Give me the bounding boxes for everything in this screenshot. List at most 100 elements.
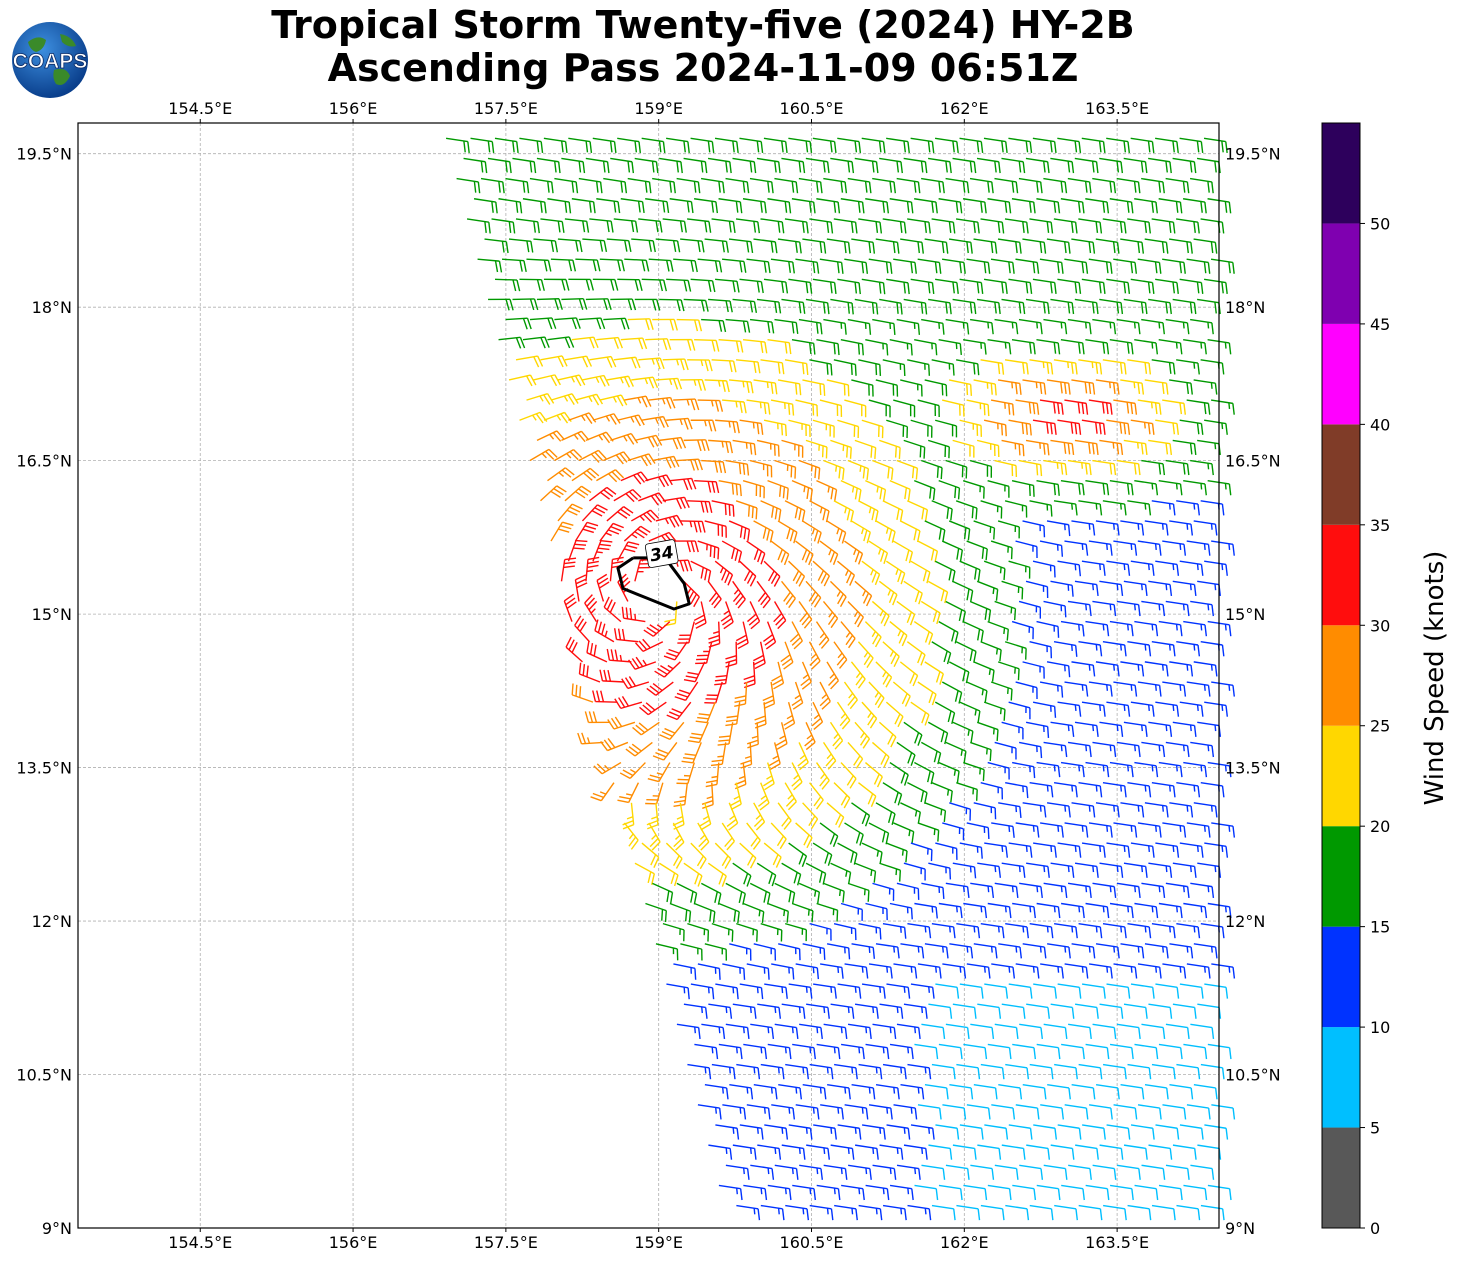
wind-barb (720, 601, 734, 630)
wind-barb (1176, 922, 1201, 939)
wind-barb (1061, 1043, 1085, 1060)
wind-barb (893, 399, 916, 418)
wind-barb (844, 1104, 869, 1120)
wind-barb (1068, 1164, 1092, 1180)
wind-barb (1067, 741, 1092, 758)
wind-barb (687, 1063, 712, 1080)
wind-barb (1057, 560, 1082, 577)
wind-barb (781, 1144, 806, 1160)
wind-barb (928, 1003, 953, 1019)
wind-barb (1130, 842, 1155, 858)
wind-barb (896, 177, 921, 194)
wind-barb (868, 540, 889, 565)
wind-barb (676, 762, 695, 785)
wind-barb (1008, 278, 1033, 294)
wind-barb (715, 1124, 740, 1140)
wind-barb (879, 1144, 904, 1160)
wind-barb (613, 628, 639, 643)
wind-barb (683, 1003, 708, 1019)
wind-barb (921, 882, 945, 899)
wind-barb (1078, 218, 1103, 234)
wind-barb (847, 318, 872, 335)
wind-barb (1116, 318, 1141, 335)
wind-barb (774, 459, 797, 479)
wind-barb (1022, 802, 1047, 818)
wind-barb (942, 258, 966, 274)
wind-barb (1134, 761, 1159, 778)
wind-barb (963, 902, 988, 919)
wind-barb (1025, 721, 1050, 739)
wind-barb (1155, 560, 1180, 576)
wind-barb (1158, 198, 1183, 214)
wind-barb (725, 1164, 750, 1180)
wind-barb (962, 479, 985, 499)
title-line-1: Tropical Storm Twenty-five (2024) HY-2B (271, 3, 1135, 47)
wind-barb (1211, 822, 1236, 838)
wind-barb (687, 500, 713, 513)
wind-barb (850, 661, 866, 689)
wind-barb (564, 485, 592, 502)
wind-barb (704, 943, 728, 961)
wind-barb (871, 741, 890, 768)
wind-barb (1004, 218, 1029, 234)
wind-barb (791, 480, 813, 501)
wind-barb (603, 177, 628, 194)
wind-barb (673, 398, 700, 411)
wind-barb (970, 1164, 995, 1180)
wind-barb (861, 842, 883, 864)
wind-barb (763, 137, 788, 154)
wind-barb (830, 298, 854, 315)
wind-barb (1151, 500, 1176, 516)
wind-barb (924, 1084, 949, 1100)
wind-barb (561, 298, 588, 310)
wind-barb (823, 177, 848, 194)
wind-barb (735, 621, 749, 650)
wind-barb (1130, 278, 1155, 294)
wind-barb (1193, 943, 1218, 959)
wind-barb (739, 842, 757, 869)
lat-tick-label-right: 12°N (1225, 912, 1265, 931)
wind-barb (966, 399, 990, 417)
wind-barb (886, 419, 909, 439)
wind-barb (851, 520, 871, 544)
wind-barb (589, 355, 617, 368)
wind-barb (707, 580, 722, 609)
wind-barb (571, 683, 594, 703)
wind-barb (645, 902, 667, 923)
wind-barb (770, 822, 787, 850)
wind-barb (683, 439, 710, 452)
wind-barb (892, 681, 911, 707)
wind-barb (924, 520, 946, 542)
wind-barb (770, 540, 790, 566)
wind-barb (522, 198, 547, 214)
wind-barb (1190, 600, 1215, 617)
wind-barb (466, 218, 491, 234)
wind-barb (1172, 298, 1197, 315)
wind-barb (1169, 943, 1194, 959)
wind-barb (1165, 600, 1190, 617)
wind-barb (1148, 157, 1172, 174)
wind-barb (1169, 379, 1193, 395)
wind-barb (952, 439, 975, 458)
wind-barb (734, 681, 748, 708)
wind-barb (1162, 399, 1186, 415)
wind-barb (624, 395, 652, 408)
wind-barb (889, 902, 913, 920)
wind-barb (665, 842, 683, 869)
wind-barb (1106, 419, 1131, 435)
wind-barb (865, 1184, 890, 1201)
wind-barb (903, 439, 926, 459)
wind-barb (1179, 137, 1204, 154)
wind-barb (574, 574, 588, 602)
wind-barb (1060, 479, 1085, 496)
wind-barb (770, 258, 795, 274)
wind-barb (1186, 1104, 1211, 1120)
wind-barb (767, 1184, 792, 1201)
wind-barb (990, 540, 1013, 560)
wind-barb (627, 318, 654, 331)
wind-barb (830, 439, 852, 459)
wind-barb (861, 1124, 886, 1140)
wind-barb (826, 520, 847, 544)
wind-barb (1092, 882, 1117, 899)
wind-barb (721, 258, 747, 273)
